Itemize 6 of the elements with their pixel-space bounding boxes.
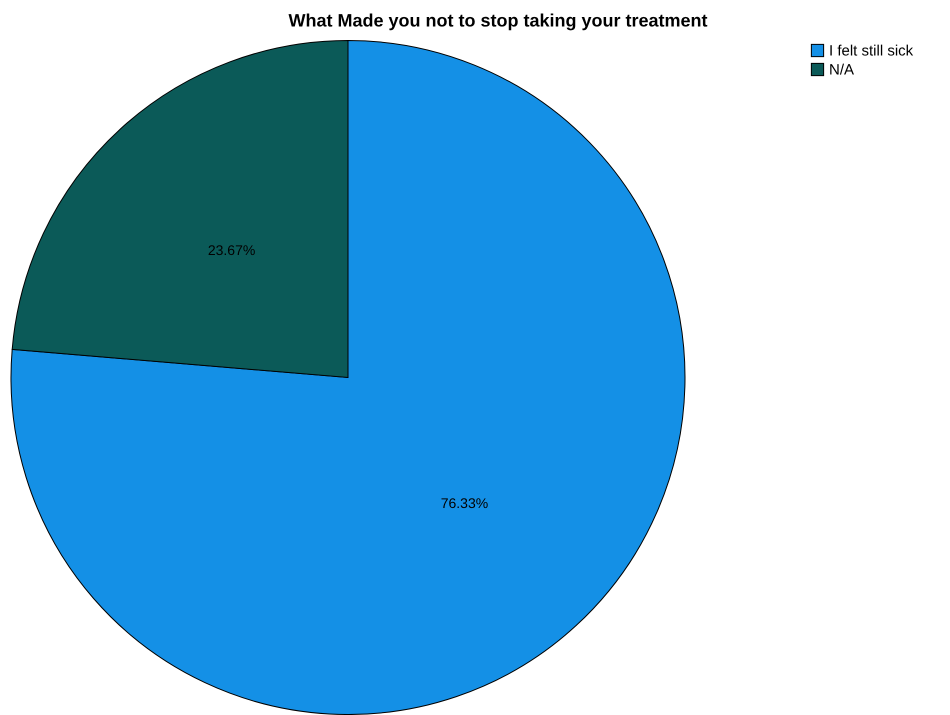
data-label: 76.33%	[440, 495, 488, 512]
data-label: 23.67%	[208, 242, 256, 258]
pie-slice	[10, 40, 686, 715]
legend-label: N/A	[829, 62, 854, 78]
legend-label: I felt still sick	[829, 42, 914, 60]
chart-title: What Made you not to stop taking your treatment	[288, 10, 708, 30]
